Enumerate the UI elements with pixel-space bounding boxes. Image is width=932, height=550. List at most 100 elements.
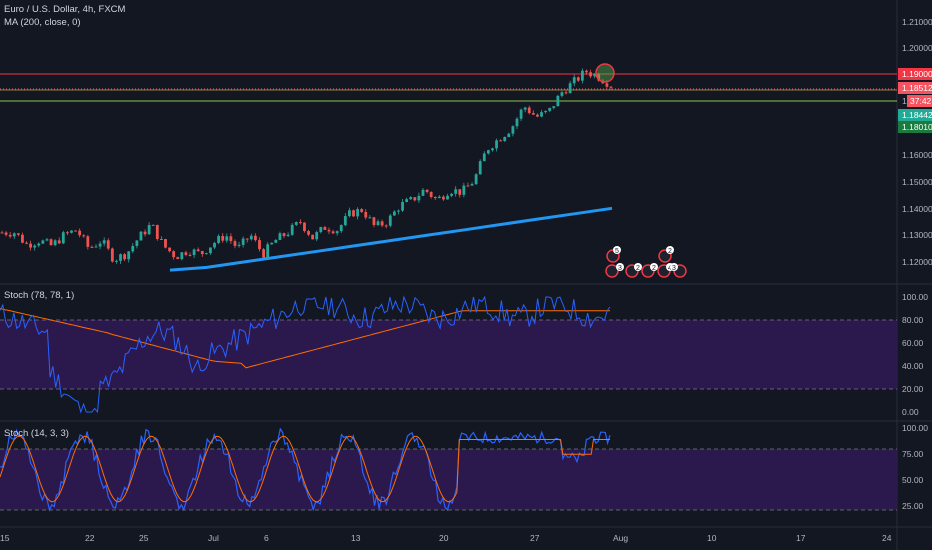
stoch-tick: 80.00 (902, 315, 924, 325)
time-tick: 24 (882, 533, 892, 543)
stoch1-k-line (0, 295, 611, 414)
candle-body (135, 240, 139, 246)
candle-body (478, 161, 482, 175)
candle-body (254, 235, 257, 241)
event-count: 2 (636, 265, 640, 272)
candle-body (172, 251, 176, 258)
stoch2-band (0, 449, 897, 510)
candle-body (331, 231, 335, 234)
candle-body (204, 253, 208, 255)
stoch2-legend[interactable]: Stoch (14, 3, 3) (4, 428, 69, 439)
candle-body (249, 235, 253, 240)
candle-body (192, 249, 196, 256)
price-tick: 1.18442 (902, 110, 932, 120)
candle-body (368, 217, 372, 219)
candle-body (115, 260, 118, 262)
event-count-badge (650, 263, 658, 271)
symbol-title[interactable]: Euro / U.S. Dollar, 4h, FXCM (4, 4, 126, 15)
candle-body (266, 244, 270, 258)
highlight-marker[interactable] (595, 63, 615, 83)
event-count: 4 (668, 265, 672, 272)
candle-body (139, 231, 143, 241)
event-markers[interactable]: 5 2 3 2 2 4 3 (605, 246, 687, 278)
candle-body (466, 185, 470, 187)
candle-body (200, 251, 204, 255)
event-count-badge (670, 263, 678, 271)
candle-body (37, 243, 41, 246)
price-tick: 1.16000 (902, 150, 932, 160)
candle-body (53, 240, 57, 246)
candle-body (70, 230, 73, 233)
candle-body (511, 126, 515, 134)
stoch2-axis[interactable]: 100.00 75.00 50.00 25.00 (902, 423, 928, 511)
candle-body (86, 236, 90, 247)
stoch-tick: 50.00 (902, 475, 924, 485)
candle-body (168, 247, 171, 252)
event-count: 3 (618, 265, 622, 272)
candle-body (184, 252, 188, 255)
moving-average-line (169, 206, 613, 272)
candle-body (364, 211, 368, 218)
price-axis[interactable]: 1.21000 1.20000 1.16000 1.15000 1.14000 … (898, 17, 932, 267)
candle-body (221, 235, 225, 241)
candle-body (151, 224, 155, 226)
event-count-badge (616, 263, 624, 271)
stoch1-legend[interactable]: Stoch (78, 78, 1) (4, 290, 74, 301)
candle-body (327, 229, 331, 232)
candle-body (540, 112, 543, 117)
candle-body (233, 241, 237, 246)
candle-body (311, 234, 315, 240)
candle-body (523, 107, 527, 110)
candle-body (429, 191, 433, 197)
stoch-tick: 100.00 (902, 292, 928, 302)
candle-body (446, 195, 449, 200)
candle-body (356, 209, 359, 217)
stoch-tick: 60.00 (902, 338, 924, 348)
time-tick: 22 (85, 533, 95, 543)
candle-body (401, 201, 404, 211)
candle-body (552, 106, 556, 108)
candle-body (372, 217, 376, 225)
time-tick: 13 (351, 533, 361, 543)
time-tick: 25 (139, 533, 149, 543)
candle-body (49, 239, 53, 246)
candle-body (82, 235, 86, 237)
candle-body (16, 233, 20, 235)
candle-body (458, 189, 462, 195)
candle-body (106, 240, 110, 249)
candle-body (409, 197, 413, 200)
candle-body (519, 109, 523, 119)
candle-body (589, 72, 592, 77)
candle-body (262, 249, 265, 258)
candle-body (609, 86, 613, 88)
candle-body (307, 231, 310, 235)
ma-legend[interactable]: MA (200, close, 0) (4, 17, 81, 28)
candle-body (413, 197, 417, 201)
candle-body (217, 235, 221, 243)
candle-body (515, 118, 519, 127)
time-axis[interactable]: 15 22 25 Jul 6 13 20 27 Aug 10 17 24 (0, 533, 892, 543)
stoch1-axis[interactable]: 100.00 80.00 60.00 40.00 20.00 0.00 (902, 292, 928, 417)
candle-body (65, 232, 69, 234)
candle-body (380, 221, 384, 226)
candle-body (241, 238, 245, 245)
candle-body (462, 185, 466, 195)
candle-body (339, 225, 343, 232)
candle-body (343, 216, 347, 226)
candle-body (495, 140, 498, 149)
candle-body (352, 210, 355, 217)
candle-body (384, 225, 388, 227)
candle-body (503, 136, 507, 142)
candle-body (482, 153, 486, 162)
candle-body (119, 254, 122, 261)
stoch-tick: 20.00 (902, 384, 924, 394)
price-tick: 1.15000 (902, 177, 932, 187)
candle-body (568, 83, 572, 94)
price-tick: 1.21000 (902, 17, 932, 27)
candle-body (147, 225, 151, 235)
candle-body (360, 209, 364, 212)
candle-body (229, 236, 233, 242)
flag-icon[interactable] (605, 264, 619, 278)
candle-body (421, 189, 425, 196)
